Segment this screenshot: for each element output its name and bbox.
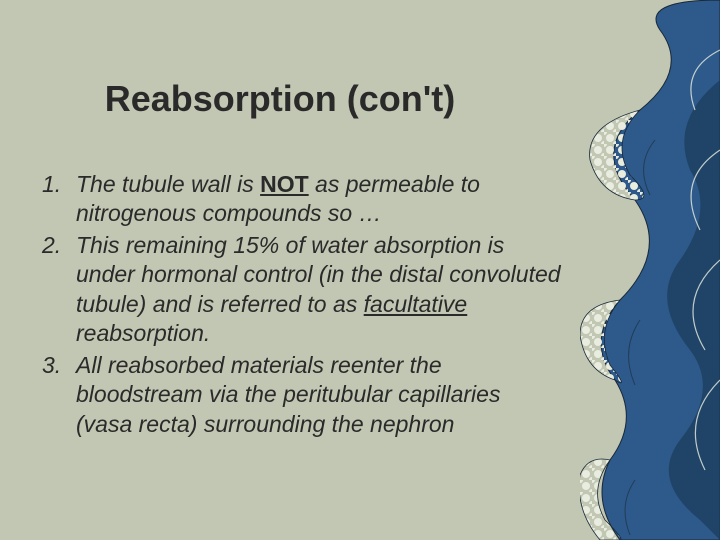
item-text-emph: facultative: [364, 291, 468, 317]
list-item: The tubule wall is NOT as permeable to n…: [42, 170, 562, 229]
item-text-pre: The tubule wall is: [76, 171, 260, 197]
wave-icon: [580, 0, 720, 540]
item-text-emph: NOT: [260, 171, 309, 197]
item-text-pre: All reabsorbed materials reenter the blo…: [76, 352, 500, 437]
wave-decoration: [580, 0, 720, 540]
slide-body: The tubule wall is NOT as permeable to n…: [42, 170, 562, 441]
item-text-pre: This remaining 15% of water absorption i…: [76, 232, 561, 317]
item-text-post: reabsorption.: [76, 320, 210, 346]
numbered-list: The tubule wall is NOT as permeable to n…: [42, 170, 562, 439]
slide-title: Reabsorption (con't): [0, 78, 560, 120]
list-item: All reabsorbed materials reenter the blo…: [42, 351, 562, 439]
list-item: This remaining 15% of water absorption i…: [42, 231, 562, 349]
slide: Reabsorption (con't) The tubule wall is …: [0, 0, 720, 540]
